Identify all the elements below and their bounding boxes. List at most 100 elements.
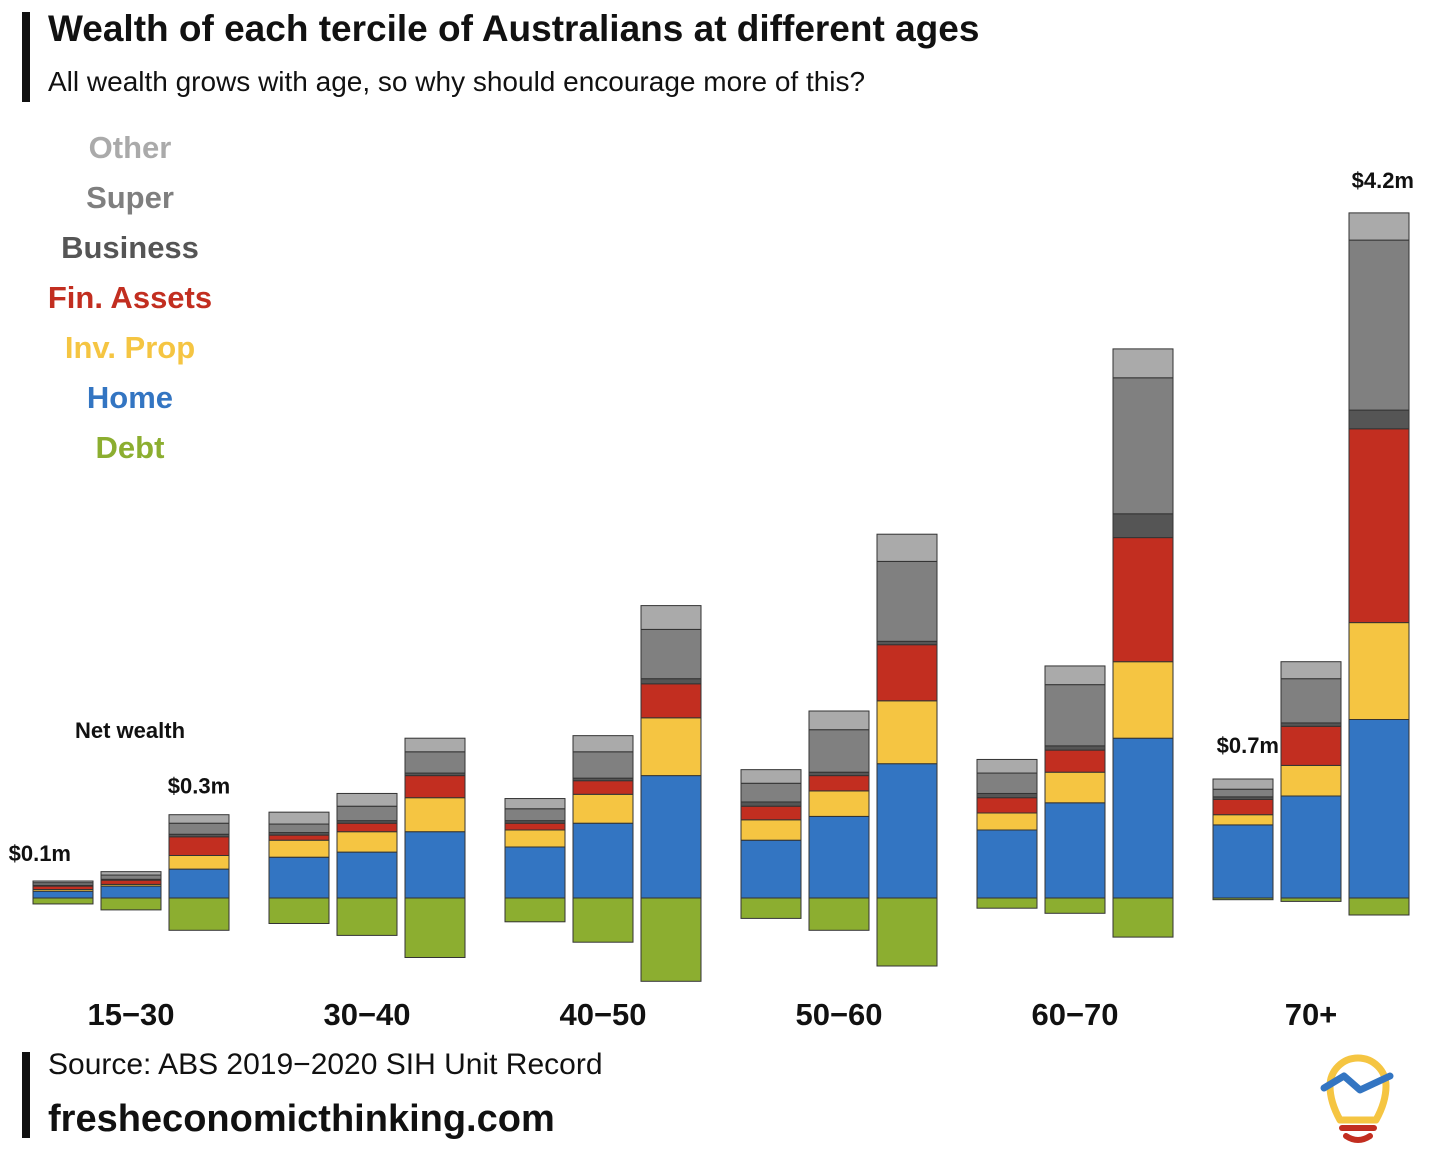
bar-segment-super [268,823,330,834]
chart-subtitle: All wealth grows with age, so why should… [48,66,866,97]
bar-segment-debt [1348,897,1410,916]
bar-segment-fin-assets [876,644,938,702]
legend-entry-other: Other [89,130,172,165]
bar-segment-inv-prop [1112,661,1174,739]
bar-segment-inv-prop [168,855,230,870]
bar-segment-inv-prop [268,839,330,858]
bar-segment-debt [1112,897,1174,938]
title-accent-bar [22,12,30,102]
bar-segment-super [976,772,1038,794]
bar-segment-super [740,782,802,803]
bar-segment-other [808,710,870,731]
bar-segment-debt [336,897,398,936]
bar-segment-debt [640,897,702,982]
bar-segment-fin-assets [100,879,162,885]
bar-segment-home [268,856,330,899]
bar-segment-fin-assets [404,775,466,799]
bar-segment-fin-assets [1112,537,1174,663]
bar-segment-debt [32,897,94,905]
data-label: $0.3m [168,774,230,799]
legend-entry-home: Home [87,380,173,415]
net-wealth-label: Net wealth [75,718,185,743]
bar-segment-debt [504,897,566,923]
bar-segment-super [404,751,466,774]
bar-segment-inv-prop [1280,764,1342,797]
lightbulb-logo-icon [1320,1054,1394,1143]
x-tick-label: 15−30 [87,997,174,1032]
bar-segment-fin-assets [572,780,634,795]
bar-segment-home [640,775,702,899]
bar-segment-other [1212,778,1274,790]
bar-segment-business [740,801,802,807]
website-label: fresheconomicthinking.com [48,1098,555,1140]
bar-segment-inv-prop [1212,814,1274,826]
x-tick-label: 40−50 [559,997,646,1032]
bar-segment-debt [740,897,802,919]
bar-segment-debt [808,897,870,931]
bar-segment-fin-assets [740,805,802,821]
bar-segment-super [1044,684,1106,747]
bar-segment-inv-prop [336,831,398,853]
bar-segment-other [1348,212,1410,241]
x-tick-label: 50−60 [795,997,882,1032]
bar-segment-other [1112,348,1174,379]
bar-segment-super [1212,788,1274,798]
bar-segment-inv-prop [640,717,702,777]
bar-segment-fin-assets [268,834,330,841]
bar-segment-business [808,771,870,777]
bar-segment-fin-assets [1348,428,1410,624]
bar-segment-inv-prop [404,797,466,833]
bar-segment-business [1348,409,1410,430]
bar-segment-home [336,851,398,899]
bar-segment-home [504,846,566,899]
bar-segment-fin-assets [1212,798,1274,816]
bar-segment-other [336,792,398,807]
bar-segment-home [168,868,230,899]
bar-segment-other [32,880,94,884]
bar-segment-fin-assets [976,797,1038,814]
bar-segment-other [876,533,938,562]
bar-segment-other [504,798,566,810]
chart-title: Wealth of each tercile of Australians at… [48,8,980,49]
bar-segment-other [268,811,330,825]
bar-segment-debt [1212,897,1274,901]
bar-segment-inv-prop [504,829,566,848]
bar-segment-fin-assets [808,775,870,792]
bar-segment-home [976,829,1038,899]
x-tick-label: 70+ [1285,997,1338,1032]
bar-segment-business [876,640,938,646]
bar-segment-home [740,839,802,899]
bar-segment-business [1112,513,1174,539]
bar-segment-debt [1280,897,1342,902]
data-label: $0.7m [1217,733,1279,758]
legend-entry-inv-prop: Inv. Prop [65,330,195,365]
bar-segment-inv-prop [1044,771,1106,804]
bar-segment-home [1112,737,1174,899]
bar-segment-home [572,822,634,899]
bar-segment-fin-assets [168,836,230,856]
bar-segment-home [1348,719,1410,899]
bar-segment-home [1280,795,1342,899]
bar-segment-debt [404,897,466,958]
data-label: $4.2m [1352,168,1414,193]
bar-segment-home [1212,824,1274,899]
bar-segment-inv-prop [808,790,870,817]
bar-segment-debt [876,897,938,967]
bar-segment-other [572,735,634,753]
bar-segment-super [640,628,702,680]
stacked-bar-chart: 15−30 30−40 40−50 50−60 60−70 70+ $0.1m $0.3m $0… [9,130,1414,1032]
source-note: Source: ABS 2019−2020 SIH Unit Record [48,1048,603,1081]
bar-segment-super [572,751,634,779]
bar-segment-debt [168,897,230,931]
bar-segment-other [640,605,702,630]
bar-segment-other [1280,661,1342,680]
bar-segment-debt [268,897,330,924]
bar-segment-super [1112,377,1174,515]
bar-segment-other [404,737,466,753]
bar-segment-home [1044,802,1106,899]
bar-segment-inv-prop [1348,622,1410,720]
bar-segment-fin-assets [336,822,398,833]
bar-segment-other [1044,665,1106,686]
legend-entry-business: Business [61,230,199,265]
bar-segment-home [404,831,466,899]
